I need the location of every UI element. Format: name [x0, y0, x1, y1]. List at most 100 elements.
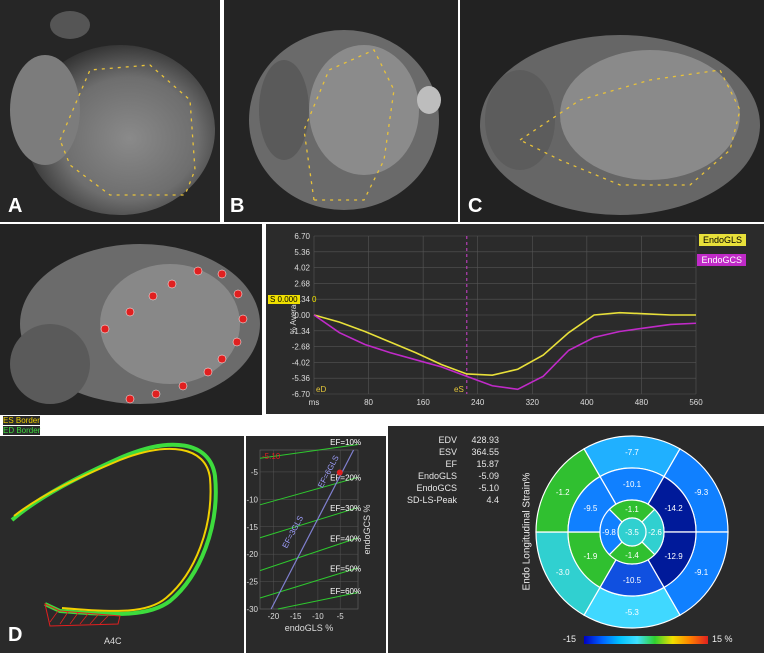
ef-iso-line — [277, 592, 359, 610]
ef-ylabel: endoGCS % — [362, 504, 372, 554]
lv-contour — [10, 442, 218, 627]
mri-image-c — [460, 0, 764, 222]
scale-min-label: -15 — [563, 634, 577, 644]
mid-segment-value: -14.2 — [664, 504, 683, 513]
panel-label-d: D — [8, 624, 23, 646]
metric-value: 15.87 — [476, 459, 499, 469]
ef-ytick-label: -20 — [246, 550, 258, 559]
ef-xtick-label: -20 — [268, 612, 280, 621]
basal-segment-value: -3.0 — [556, 568, 570, 577]
mid-segment-value: -1.9 — [584, 552, 598, 561]
es-marker-label: eS — [454, 385, 464, 394]
strain-xtick-label: 320 — [526, 398, 540, 407]
metric-label: EndoGLS — [417, 471, 457, 481]
ef-iso-line — [259, 537, 359, 572]
panel-label-a: A — [8, 195, 23, 217]
strain-ytick-label: -5.36 — [292, 374, 311, 383]
basal-segment-value: -7.7 — [625, 448, 639, 457]
metric-label: EDV — [438, 435, 457, 445]
contour-panel: A4C D — [0, 436, 244, 653]
ef-iso-line — [259, 476, 359, 506]
panel-label-c: C — [468, 195, 483, 217]
metric-value: 428.93 — [471, 435, 499, 445]
ef-iso-line — [259, 507, 359, 539]
metric-value: 4.4 — [486, 495, 499, 505]
ef-xlabel: endoGLS % — [285, 623, 334, 633]
apical-segment-value: -1.4 — [625, 551, 639, 560]
mid-segment-value: -10.5 — [623, 576, 642, 585]
ef-chart: -20 -15 -10 -5 -5 -10 -15 -20 -25 -30 EF=10% EF=20%… — [246, 438, 372, 633]
strain-marker-right: 0 — [312, 295, 317, 304]
strain-ytick-label: -2.68 — [292, 343, 311, 352]
ef-xtick-label: -10 — [312, 612, 324, 621]
bullseye-title: Endo Longitudinal Strain% — [521, 472, 533, 591]
strain-ytick-label: 2.68 — [294, 279, 310, 288]
ef-iso-label: EF=20% — [330, 473, 361, 482]
legend-endogls: EndoGLS — [698, 234, 746, 246]
strain-xtick-label: ms — [309, 398, 320, 407]
metric-value: 364.55 — [471, 447, 499, 457]
strain-xtick-label: 560 — [689, 398, 703, 407]
strain-series-line-endogls — [313, 311, 696, 376]
mid-segment-value: -12.9 — [664, 552, 683, 561]
ef-iso-label: EF=60% — [330, 587, 361, 596]
strain-marker-label: S 0.000 — [268, 295, 300, 304]
ef-xtick-label: -15 — [290, 612, 302, 621]
ef-iso-label: EF=10% — [330, 438, 361, 447]
ef-iso-line — [259, 444, 359, 459]
scale-max-label: 15 % — [712, 634, 733, 644]
contour-view-label: A4C — [104, 636, 122, 646]
ef-chart-panel: -20 -15 -10 -5 -5 -10 -15 -20 -25 -30 EF=10% EF=20%… — [246, 436, 386, 653]
ef-iso-label: EF=50% — [330, 564, 361, 573]
strain-ytick-label: 1.34 — [294, 295, 310, 304]
strain-ytick-label: -4.02 — [292, 358, 311, 367]
metric-label: EF — [445, 459, 457, 469]
ef-ytick-label: -5 — [251, 468, 259, 477]
strain-xtick-label: 480 — [635, 398, 649, 407]
es-border-label: ES Border — [3, 416, 40, 425]
strain-xtick-label: 80 — [364, 398, 373, 407]
metric-value: -5.09 — [478, 471, 499, 481]
strain-xtick-label: 160 — [416, 398, 430, 407]
ef-ytick-label: -10 — [246, 495, 258, 504]
mri-image-b — [224, 0, 458, 222]
mid-segment-value: -10.1 — [623, 480, 642, 489]
strain-chart: 6.70 5.36 4.02 2.68 1.34 0.00 -1.34 -2.68 -4.02 -… — [289, 232, 703, 407]
basal-segment-value: -9.1 — [694, 568, 708, 577]
mid-segment-value: -9.5 — [584, 504, 598, 513]
ef-point-label: -5.10 — [262, 452, 281, 461]
ef-ytick-label: -30 — [246, 605, 258, 614]
apex-segment-value: -3.5 — [625, 528, 639, 537]
metric-label: EndoGCS — [416, 483, 457, 493]
ef-iso-label: EF=30% — [330, 504, 361, 513]
ed-border-label: ED Border — [3, 426, 41, 435]
strain-xtick-label: 240 — [471, 398, 485, 407]
strain-ytick-label: 4.02 — [294, 264, 310, 273]
ef-ytick-label: -15 — [246, 523, 258, 532]
apical-segment-value: -9.8 — [602, 528, 616, 537]
ef-xtick-label: -5 — [337, 612, 345, 621]
basal-segment-value: -5.3 — [625, 608, 639, 617]
strain-ylabel: % Average — [289, 295, 298, 334]
ef-iso-line — [259, 567, 359, 599]
strain-ytick-label: 6.70 — [294, 232, 310, 241]
metric-label: ESV — [438, 447, 457, 457]
ed-marker-label: eD — [316, 385, 326, 394]
strain-xtick-label: 400 — [580, 398, 594, 407]
apex-segment — [617, 517, 647, 547]
legend-endogcs: EndoGCS — [697, 254, 746, 266]
ef-ytick-label: -25 — [246, 578, 258, 587]
strain-ytick-label: 0.00 — [294, 311, 310, 320]
ef-iso-label: EF=40% — [330, 535, 361, 544]
mri-panel-a: A — [0, 0, 220, 222]
strain-chart-panel: 6.70 5.36 4.02 2.68 1.34 0.00 -1.34 -2.68 -4.02 -… — [266, 224, 764, 414]
mri-panel-tracking — [0, 224, 262, 415]
ef-data-point — [336, 469, 343, 476]
strain-ytick-label: -6.70 — [292, 390, 311, 399]
bullseye-panel: -7.7 -9.3 -9.1 -5.3 -3.0 -1.2 -10.1 -14.2 -12.9 -… — [500, 426, 764, 653]
bullseye-chart: -7.7 -9.3 -9.1 -5.3 -3.0 -1.2 -10.1 -14.2 -12.9 -… — [535, 435, 729, 629]
mri-image-tracking — [0, 224, 262, 415]
metric-label: SD-LS-Peak — [406, 495, 457, 505]
basal-segment-value: -9.3 — [694, 488, 708, 497]
apical-segment-value: -2.6 — [648, 528, 662, 537]
